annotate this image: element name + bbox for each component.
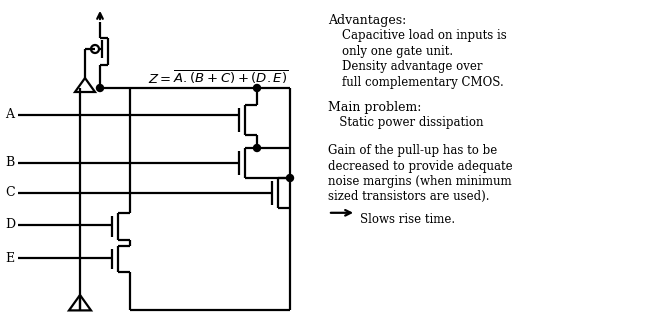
Text: C: C xyxy=(5,186,15,199)
Text: D: D xyxy=(5,218,15,231)
Text: Main problem:: Main problem: xyxy=(328,101,421,114)
Circle shape xyxy=(254,145,260,152)
Text: Static power dissipation: Static power dissipation xyxy=(328,116,484,129)
Circle shape xyxy=(286,174,293,181)
Text: only one gate unit.: only one gate unit. xyxy=(342,45,453,58)
Text: full complementary CMOS.: full complementary CMOS. xyxy=(342,75,504,89)
Text: noise margins (when minimum: noise margins (when minimum xyxy=(328,175,511,188)
Circle shape xyxy=(254,85,260,92)
Text: sized transistors are used).: sized transistors are used). xyxy=(328,190,489,203)
Text: Slows rise time.: Slows rise time. xyxy=(360,213,455,226)
Text: Capacitive load on inputs is: Capacitive load on inputs is xyxy=(342,29,507,42)
Text: decreased to provide adequate: decreased to provide adequate xyxy=(328,160,513,173)
Text: Gain of the pull-up has to be: Gain of the pull-up has to be xyxy=(328,144,497,157)
Circle shape xyxy=(97,85,103,92)
Text: Advantages:: Advantages: xyxy=(328,14,406,27)
Text: $Z = \overline{A.(B+C)+(D.E)}$: $Z = \overline{A.(B+C)+(D.E)}$ xyxy=(148,68,288,86)
Text: A: A xyxy=(5,109,14,122)
Text: Density advantage over: Density advantage over xyxy=(342,60,482,73)
Text: E: E xyxy=(5,252,14,265)
Text: B: B xyxy=(5,157,14,169)
